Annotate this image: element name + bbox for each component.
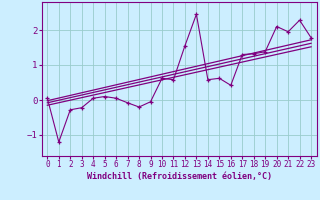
X-axis label: Windchill (Refroidissement éolien,°C): Windchill (Refroidissement éolien,°C) [87,172,272,181]
